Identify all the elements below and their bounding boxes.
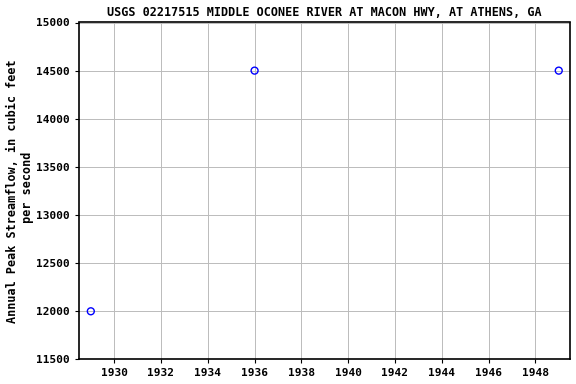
Point [250,68,259,74]
Point [86,308,96,314]
Title: USGS 02217515 MIDDLE OCONEE RIVER AT MACON HWY, AT ATHENS, GA: USGS 02217515 MIDDLE OCONEE RIVER AT MAC… [108,5,542,18]
Y-axis label: Annual Peak Streamflow, in cubic feet
 per second: Annual Peak Streamflow, in cubic feet pe… [6,59,33,323]
Point [554,68,563,74]
